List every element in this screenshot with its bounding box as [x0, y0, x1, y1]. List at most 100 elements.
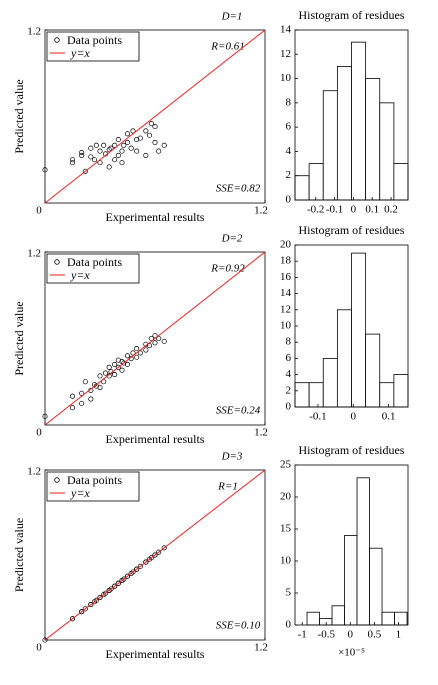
data-point — [143, 347, 149, 353]
data-point — [134, 148, 140, 154]
data-point — [134, 566, 140, 572]
x-tick-label: 1 — [396, 629, 402, 641]
data-point — [152, 340, 158, 346]
plot-frame — [44, 29, 266, 204]
y-tick-label: 15 — [280, 523, 292, 535]
data-point — [152, 333, 158, 339]
y-tick-label: 0 — [286, 194, 292, 206]
histogram-bar — [356, 477, 370, 626]
histogram-bar — [351, 252, 367, 408]
data-point — [148, 555, 154, 561]
annotation: SSE=0.24 — [216, 405, 261, 417]
y-tick-label: 0 — [286, 401, 292, 413]
histogram-bar — [379, 102, 395, 201]
data-point — [88, 145, 94, 151]
data-point — [112, 583, 118, 589]
data-point — [143, 559, 149, 565]
panel-title: D=1 — [221, 11, 243, 23]
data-point — [97, 148, 103, 154]
data-point — [115, 364, 121, 370]
data-point — [101, 379, 107, 385]
y-tick-label: 12 — [280, 303, 291, 315]
plot-frame — [294, 29, 409, 201]
data-point — [69, 393, 76, 399]
y-tick-label: 4 — [286, 368, 292, 380]
data-point — [124, 353, 131, 359]
histogram-bar — [322, 90, 338, 201]
x-tick-label: 1.2 — [254, 427, 268, 439]
y-tick-label: 10 — [280, 555, 292, 567]
data-point — [115, 580, 121, 586]
data-point — [97, 373, 103, 379]
data-point — [152, 139, 158, 146]
data-point — [112, 157, 118, 163]
data-point — [108, 586, 114, 592]
x-axis-label: Experimental results — [106, 210, 205, 224]
x-tick-label: 0 — [351, 204, 357, 216]
legend-box — [46, 253, 140, 284]
data-point — [42, 167, 48, 173]
legend-label: y=x — [70, 46, 90, 60]
data-point — [97, 160, 103, 166]
data-point — [82, 606, 88, 612]
y-tick-label: 0 — [286, 619, 292, 631]
x-tick-label: 1.2 — [254, 205, 268, 217]
data-point — [97, 384, 103, 391]
y-axis-label: Predicted value — [12, 518, 26, 592]
y-tick-label: 14 — [280, 24, 292, 36]
y-axis-label: Predicted value — [12, 79, 26, 153]
data-point — [156, 335, 162, 342]
data-point — [137, 135, 143, 141]
plot-frame — [294, 464, 409, 626]
x-tick-label: -0.1 — [326, 204, 343, 216]
data-point — [161, 545, 167, 551]
x-tick-label: -0.5 — [318, 629, 336, 641]
data-point — [108, 145, 114, 151]
y-tick-label: 20 — [280, 239, 292, 251]
data-point — [69, 157, 76, 163]
annotation: SSE=0.82 — [216, 183, 261, 195]
data-point — [88, 396, 94, 402]
data-point — [134, 346, 140, 352]
x-tick-label: 0 — [36, 427, 42, 439]
data-point — [143, 152, 149, 158]
annotation: R=0.61 — [210, 41, 244, 53]
histogram-bar — [393, 374, 409, 408]
panel-title: Histogram of residues — [299, 443, 405, 457]
y-tick-label: 25 — [280, 459, 292, 471]
histogram-bar — [394, 611, 408, 626]
y-tick-label: 14 — [280, 287, 292, 299]
histogram-bar — [344, 535, 358, 626]
plot-frame — [44, 251, 266, 426]
data-point — [161, 142, 167, 148]
histogram-bar — [336, 66, 352, 201]
data-point — [79, 609, 85, 615]
legend-label: Data points — [67, 255, 122, 269]
data-point — [137, 350, 143, 356]
histogram-bar — [393, 163, 409, 201]
histogram-bar — [308, 163, 324, 201]
data-point — [121, 142, 127, 148]
data-point — [93, 142, 99, 148]
annotation: R=1 — [217, 481, 238, 493]
x-tick-label: 0.2 — [384, 204, 398, 216]
data-point — [79, 152, 85, 158]
data-point — [102, 590, 109, 596]
y-tick-label: 2 — [286, 169, 292, 181]
data-point — [134, 354, 140, 360]
legend-label: y=x — [70, 268, 90, 282]
data-point — [130, 128, 136, 134]
histogram-bar — [308, 382, 324, 408]
legend-label: Data points — [67, 33, 122, 47]
histogram-bar — [381, 611, 395, 626]
reference-line — [44, 29, 266, 204]
data-point — [115, 152, 121, 158]
x-axis-label: Experimental results — [106, 647, 205, 661]
annotation: SSE=0.10 — [216, 620, 261, 632]
annotation: R=0.92 — [210, 263, 245, 275]
y-tick-label: 8 — [286, 336, 292, 348]
data-point — [124, 131, 131, 137]
y-tick-label: 6 — [286, 121, 292, 133]
data-point — [93, 597, 99, 603]
data-point — [119, 148, 125, 154]
